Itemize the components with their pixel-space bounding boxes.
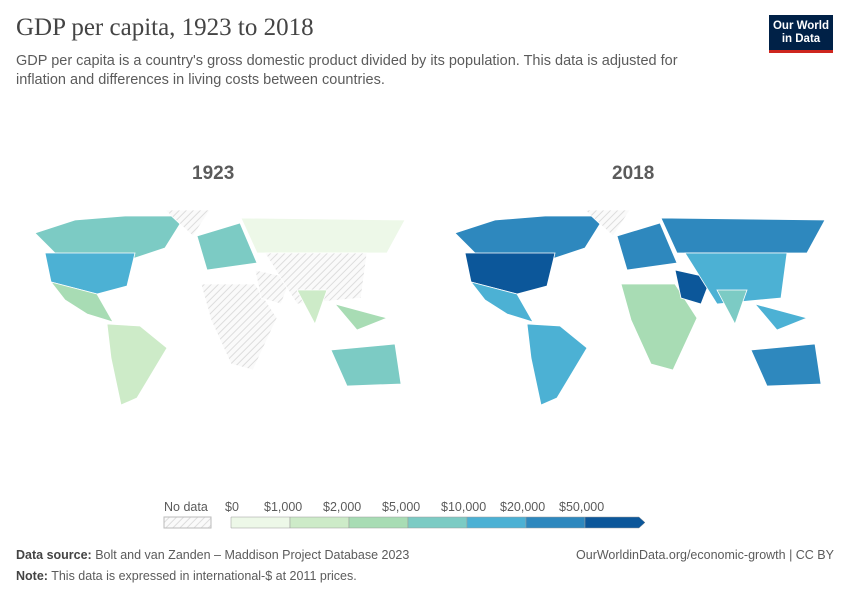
region-india[interactable] [716, 289, 748, 325]
region-russia[interactable] [660, 217, 826, 254]
region-europe[interactable] [616, 222, 678, 271]
chart-subtitle: GDP per capita is a country's gross dome… [16, 53, 678, 88]
legend-swatch-3 [407, 516, 468, 529]
legend-swatch-1 [289, 516, 350, 529]
legend-swatch-2 [348, 516, 409, 529]
region-africa[interactable] [200, 283, 278, 371]
region-mexico-and-central-america[interactable] [469, 281, 534, 323]
region-greenland[interactable] [163, 209, 211, 237]
region-south-america[interactable] [106, 323, 168, 406]
legend-swatch-4 [466, 516, 527, 529]
legend-no-data-swatch [163, 516, 212, 529]
legend-swatch-5 [525, 516, 586, 529]
legend-bin-label: $50,000 [559, 500, 605, 514]
region-africa[interactable] [620, 283, 698, 371]
source-url[interactable]: OurWorldinData.org/economic-growth | CC … [576, 548, 834, 562]
legend-bin-label: $5,000 [382, 500, 421, 514]
region-russia[interactable] [240, 217, 406, 254]
region-europe[interactable] [196, 222, 258, 271]
region-australia[interactable] [330, 343, 402, 387]
legend-swatch-0 [230, 516, 291, 529]
owid-logo[interactable]: Our World in Data [769, 15, 833, 53]
note: Note: This data is expressed in internat… [16, 569, 357, 583]
legend-bin-label: $1,000 [264, 500, 303, 514]
region-southeast-asia[interactable] [333, 303, 389, 331]
region-united-states[interactable] [44, 252, 136, 295]
data-source: Data source: Bolt and van Zanden – Maddi… [16, 548, 410, 562]
map-title-1923: 1923 [192, 163, 235, 184]
legend-no-data-label: No data [164, 500, 208, 514]
map-2018 [454, 209, 826, 406]
map-title-2018: 2018 [612, 163, 655, 184]
region-southeast-asia[interactable] [753, 303, 809, 331]
legend-bin-label: $0 [225, 500, 239, 514]
legend-bin-label: $2,000 [323, 500, 362, 514]
region-australia[interactable] [750, 343, 822, 387]
region-canada[interactable] [34, 215, 186, 259]
chart-title: GDP per capita, 1923 to 2018 [16, 14, 314, 41]
region-mexico-and-central-america[interactable] [49, 281, 114, 323]
region-south-america[interactable] [526, 323, 588, 406]
legend-bin-label: $10,000 [441, 500, 487, 514]
map-1923 [34, 209, 406, 406]
legend-swatch-6 [584, 516, 646, 529]
region-china[interactable] [684, 252, 788, 305]
region-china[interactable] [264, 252, 368, 305]
region-canada[interactable] [454, 215, 606, 259]
legend [163, 516, 646, 529]
region-greenland[interactable] [583, 209, 631, 237]
legend-bin-label: $20,000 [500, 500, 546, 514]
region-united-states[interactable] [464, 252, 556, 295]
region-india[interactable] [296, 289, 328, 325]
